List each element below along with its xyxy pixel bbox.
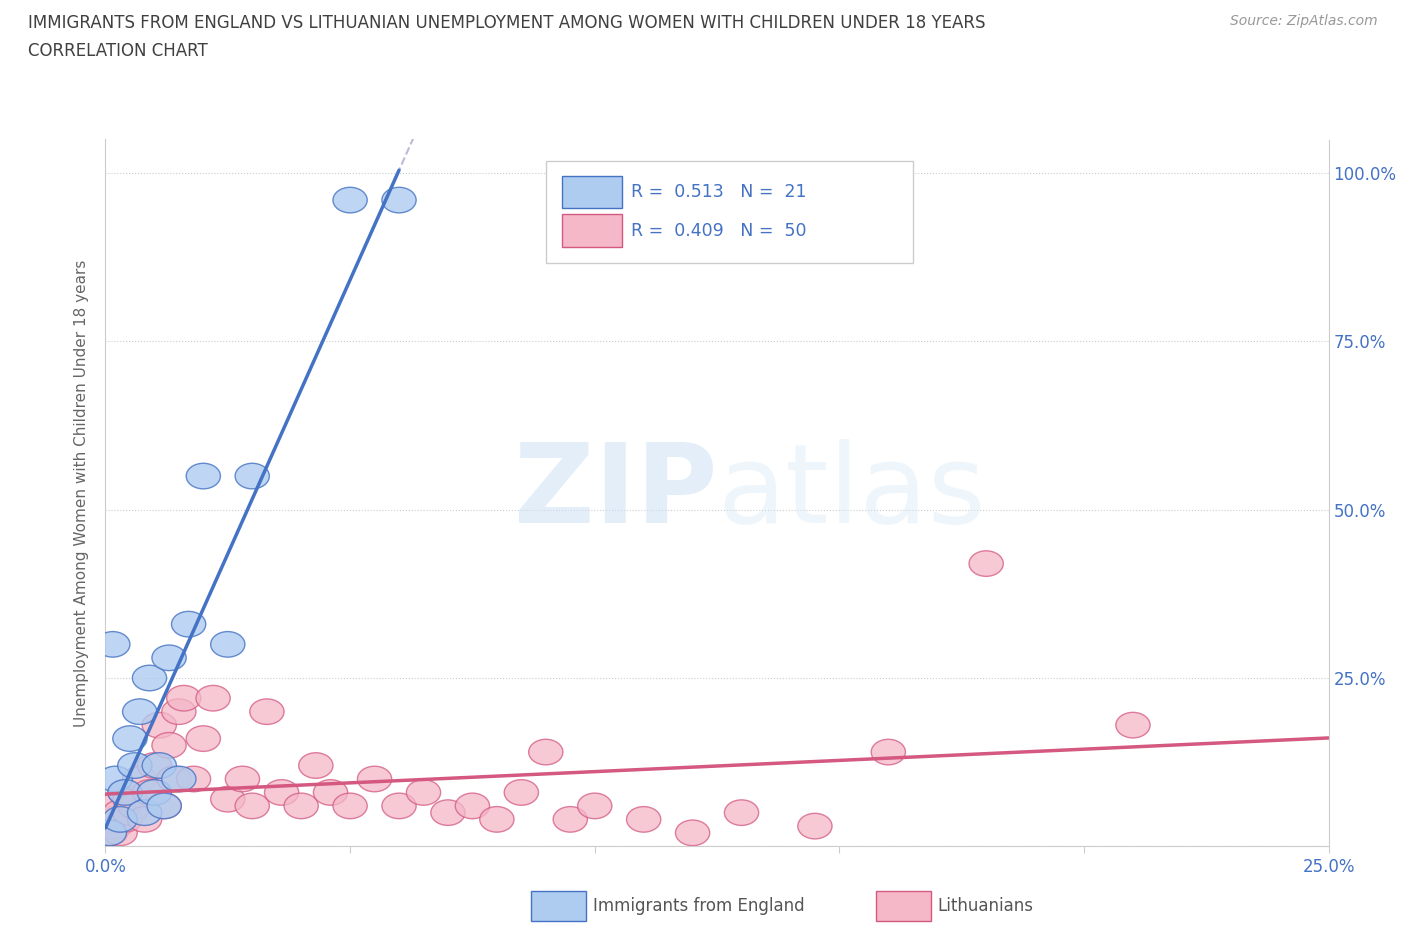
Ellipse shape [142,712,176,737]
Ellipse shape [103,806,138,832]
Ellipse shape [148,793,181,818]
Ellipse shape [103,820,138,845]
Text: R =  0.409   N =  50: R = 0.409 N = 50 [631,221,807,240]
Ellipse shape [148,793,181,818]
FancyBboxPatch shape [562,215,621,247]
Ellipse shape [1116,712,1150,737]
Ellipse shape [112,800,148,826]
Ellipse shape [96,631,129,658]
Text: ZIP: ZIP [513,439,717,547]
Ellipse shape [314,779,347,805]
Ellipse shape [98,766,132,791]
Ellipse shape [93,806,128,832]
Ellipse shape [157,766,191,791]
Ellipse shape [128,806,162,832]
Ellipse shape [529,739,562,764]
Ellipse shape [724,800,759,826]
Ellipse shape [186,463,221,489]
Ellipse shape [430,800,465,826]
Ellipse shape [456,793,489,818]
Ellipse shape [211,787,245,812]
Ellipse shape [382,187,416,213]
Ellipse shape [118,752,152,778]
Text: CORRELATION CHART: CORRELATION CHART [28,42,208,60]
Ellipse shape [195,685,231,711]
Text: R =  0.513   N =  21: R = 0.513 N = 21 [631,183,807,201]
Ellipse shape [333,187,367,213]
Ellipse shape [505,779,538,805]
Ellipse shape [142,752,176,778]
Text: Source: ZipAtlas.com: Source: ZipAtlas.com [1230,14,1378,28]
Ellipse shape [872,739,905,764]
Y-axis label: Unemployment Among Women with Children Under 18 years: Unemployment Among Women with Children U… [75,259,90,726]
Ellipse shape [357,766,392,791]
FancyBboxPatch shape [546,161,912,263]
Ellipse shape [128,800,162,826]
Ellipse shape [298,752,333,778]
Text: atlas: atlas [717,439,986,547]
Ellipse shape [382,793,416,818]
Ellipse shape [108,779,142,805]
Ellipse shape [162,698,195,724]
Ellipse shape [675,820,710,845]
Ellipse shape [132,779,167,805]
Ellipse shape [112,725,148,751]
Ellipse shape [797,814,832,839]
Ellipse shape [122,698,157,724]
Ellipse shape [108,806,142,832]
Ellipse shape [578,793,612,818]
Ellipse shape [627,806,661,832]
Ellipse shape [250,698,284,724]
Ellipse shape [479,806,515,832]
Ellipse shape [132,665,167,691]
Ellipse shape [93,820,128,845]
Ellipse shape [103,800,138,826]
Ellipse shape [176,766,211,791]
Ellipse shape [98,793,132,818]
Ellipse shape [969,551,1004,577]
Ellipse shape [112,787,148,812]
Ellipse shape [406,779,440,805]
Ellipse shape [553,806,588,832]
Ellipse shape [162,766,195,791]
Text: IMMIGRANTS FROM ENGLAND VS LITHUANIAN UNEMPLOYMENT AMONG WOMEN WITH CHILDREN UND: IMMIGRANTS FROM ENGLAND VS LITHUANIAN UN… [28,14,986,32]
Ellipse shape [284,793,318,818]
Ellipse shape [98,814,132,839]
Ellipse shape [235,463,270,489]
Ellipse shape [166,685,201,711]
Ellipse shape [138,779,172,805]
Ellipse shape [186,725,221,751]
Ellipse shape [138,752,172,778]
Text: Lithuanians: Lithuanians [938,897,1033,915]
FancyBboxPatch shape [562,176,621,208]
Ellipse shape [225,766,260,791]
Ellipse shape [118,793,152,818]
Ellipse shape [152,645,186,671]
Ellipse shape [108,779,142,805]
Ellipse shape [152,733,186,758]
Ellipse shape [235,793,270,818]
Ellipse shape [211,631,245,658]
Ellipse shape [264,779,298,805]
Ellipse shape [93,820,127,845]
Ellipse shape [172,611,205,637]
Text: Immigrants from England: Immigrants from England [593,897,806,915]
Ellipse shape [333,793,367,818]
Ellipse shape [122,766,157,791]
